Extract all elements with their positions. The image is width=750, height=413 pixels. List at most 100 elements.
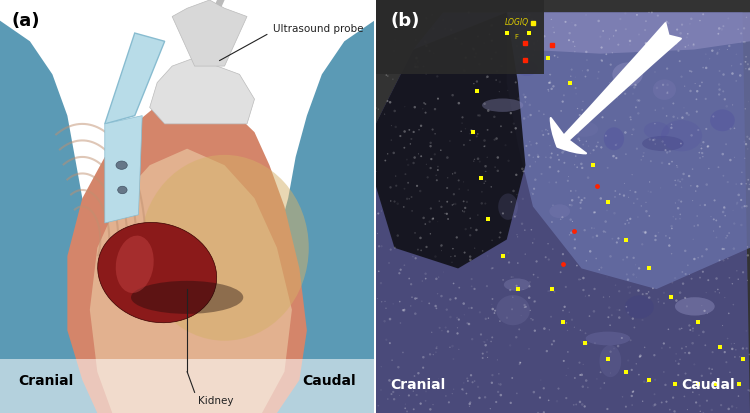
Point: [565, 188, 577, 194]
Point: [552, 152, 564, 158]
Point: [628, 388, 640, 394]
Point: [458, 142, 470, 148]
Point: [610, 155, 622, 161]
Point: [430, 305, 442, 312]
Point: [621, 217, 633, 223]
Point: [424, 47, 436, 54]
Point: [578, 141, 590, 148]
Point: [513, 17, 525, 24]
Point: [478, 339, 490, 345]
Point: [713, 68, 725, 74]
Point: [700, 290, 712, 296]
Point: [520, 304, 532, 310]
Point: [405, 303, 417, 309]
Point: [542, 131, 554, 137]
Polygon shape: [507, 12, 750, 289]
Point: [540, 254, 552, 261]
Point: [409, 104, 421, 110]
Point: [373, 268, 385, 275]
Point: [722, 15, 734, 22]
Point: [646, 9, 658, 16]
Point: [674, 356, 686, 363]
Point: [552, 54, 564, 61]
Point: [512, 95, 524, 102]
Point: [634, 352, 646, 359]
Point: [509, 213, 521, 220]
Point: [562, 126, 574, 133]
Point: [442, 154, 454, 161]
Point: [458, 67, 470, 74]
Point: [639, 344, 651, 351]
Point: [518, 115, 530, 122]
Point: [388, 198, 400, 205]
Point: [592, 69, 604, 75]
Point: [672, 115, 684, 121]
Point: [638, 150, 650, 156]
Point: [372, 402, 384, 409]
Point: [508, 120, 520, 127]
Point: [449, 253, 461, 259]
Point: [537, 132, 549, 138]
Point: [596, 100, 608, 107]
Point: [563, 127, 575, 134]
Point: [464, 215, 476, 222]
Point: [744, 387, 750, 394]
Point: [373, 243, 385, 249]
Point: [710, 275, 722, 282]
Point: [420, 388, 432, 395]
Point: [385, 198, 397, 204]
Point: [718, 349, 730, 356]
Point: [729, 354, 741, 360]
Point: [490, 399, 502, 405]
Point: [478, 40, 490, 46]
Point: [670, 162, 682, 169]
Point: [453, 316, 465, 323]
Point: [546, 219, 558, 225]
Point: [566, 230, 578, 236]
Point: [397, 349, 409, 356]
Point: [706, 366, 718, 373]
Point: [735, 222, 747, 228]
Point: [568, 401, 580, 408]
Point: [713, 91, 725, 98]
Point: [430, 345, 442, 351]
Point: [686, 166, 698, 172]
Point: [548, 29, 560, 36]
Point: [486, 237, 498, 244]
Point: [490, 49, 502, 56]
Point: [407, 253, 419, 260]
Ellipse shape: [98, 223, 217, 323]
Point: [720, 235, 732, 241]
Point: [650, 141, 662, 147]
Point: [535, 377, 547, 383]
Point: [668, 100, 680, 107]
Point: [439, 26, 451, 32]
Point: [665, 250, 677, 257]
Point: [420, 43, 432, 49]
Point: [681, 303, 693, 310]
Point: [664, 148, 676, 154]
Point: [471, 78, 483, 85]
Point: [626, 131, 638, 138]
Point: [587, 147, 599, 154]
Point: [517, 196, 529, 202]
Point: [562, 327, 574, 334]
Point: [736, 169, 748, 176]
Point: [740, 59, 750, 65]
Point: [448, 201, 460, 207]
Point: [610, 27, 622, 34]
Point: [518, 168, 530, 175]
Point: [670, 297, 682, 304]
Point: [457, 208, 469, 214]
Point: [733, 192, 745, 198]
Point: [735, 30, 747, 37]
Point: [661, 19, 673, 25]
Point: [632, 97, 644, 104]
Point: [608, 83, 620, 90]
Point: [416, 247, 428, 254]
Point: [578, 361, 590, 368]
Point: [637, 291, 649, 297]
Point: [743, 186, 750, 192]
Point: [596, 114, 608, 121]
Point: [527, 191, 539, 197]
